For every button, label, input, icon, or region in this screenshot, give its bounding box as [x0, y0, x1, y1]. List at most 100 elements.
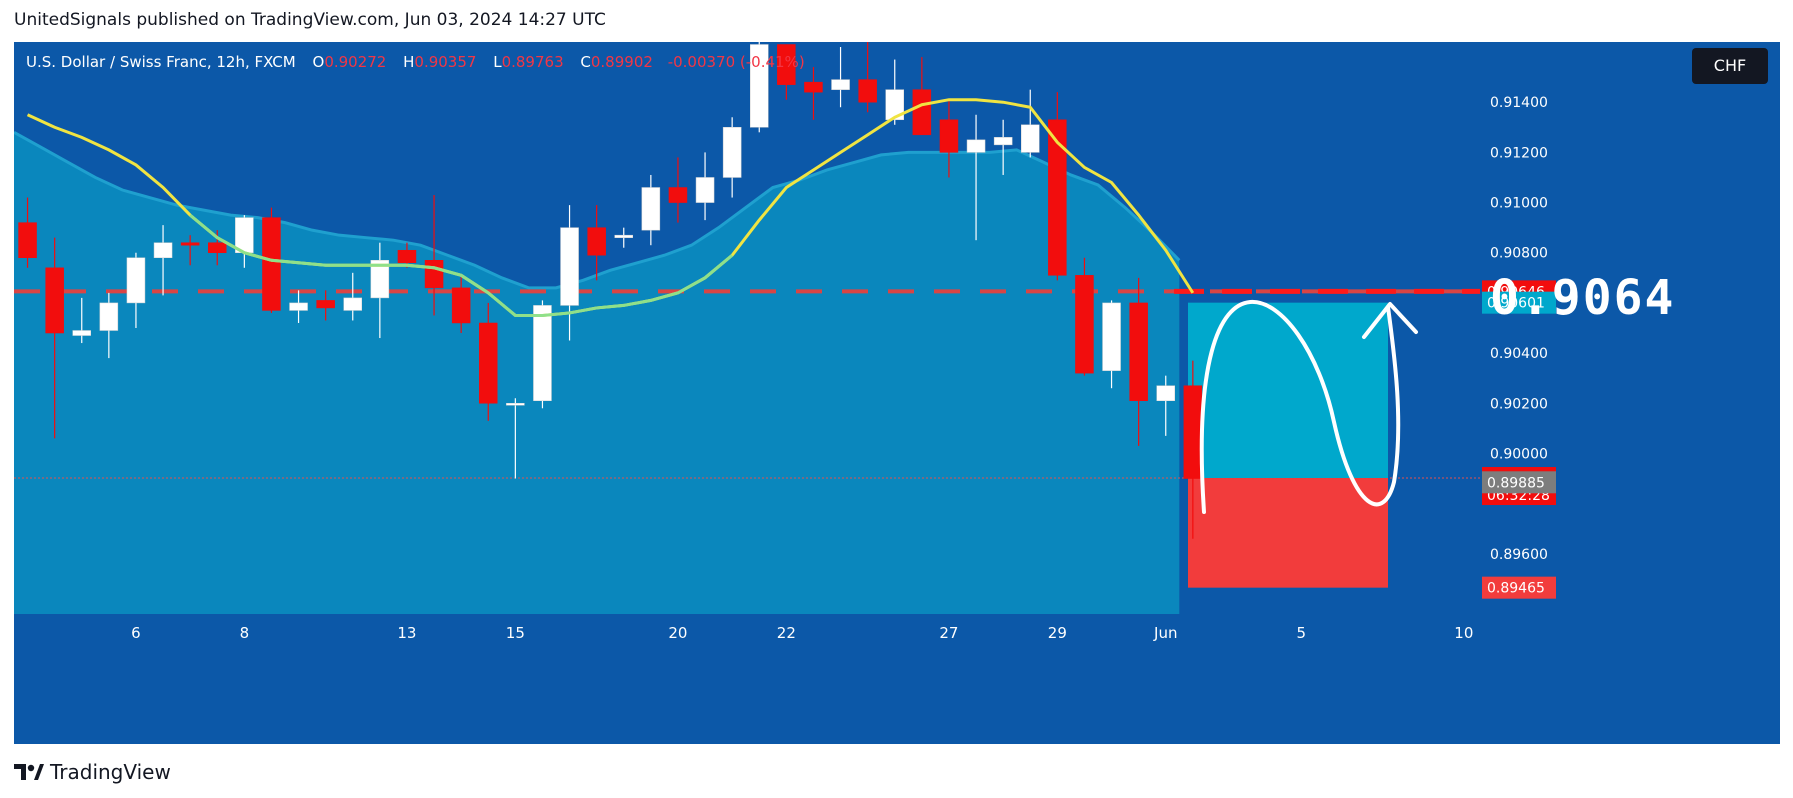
x-tick-label: 13 [397, 624, 416, 642]
published-header: UnitedSignals published on TradingView.c… [14, 10, 606, 30]
x-tick-label: 5 [1296, 624, 1306, 642]
candle [1129, 277, 1148, 446]
x-tick-label: 8 [240, 624, 250, 642]
candle-body [614, 234, 633, 238]
candle-body [804, 81, 823, 93]
candle [99, 292, 119, 359]
candle [560, 205, 579, 341]
x-tick-label: 10 [1454, 624, 1473, 642]
candle-body [316, 300, 335, 309]
candle-body [993, 137, 1013, 146]
price-label-stop: 0.89465 [1482, 576, 1556, 599]
candle [370, 242, 390, 339]
ema-fast-crossover-segment [189, 213, 734, 317]
candle [939, 99, 959, 178]
y-tick-label: 0.91000 [1490, 196, 1548, 212]
tradingview-footer[interactable]: TradingView [14, 760, 171, 784]
candle [45, 237, 64, 439]
candle [533, 300, 552, 409]
close-value: 0.89902 [590, 53, 653, 71]
candle [153, 225, 173, 296]
candle-body [208, 242, 227, 253]
high-value: 0.90357 [414, 53, 477, 71]
candle-body [45, 267, 64, 334]
x-tick-label: 15 [506, 624, 525, 642]
candle [126, 252, 146, 328]
x-tick-label: 27 [939, 624, 958, 642]
price-label-bg [1482, 576, 1556, 599]
candle [1075, 257, 1094, 376]
stop-zone [1188, 478, 1388, 588]
candle [1102, 300, 1121, 389]
price-label-bg [1482, 291, 1556, 314]
projection-curve [1199, 299, 1401, 514]
candle [343, 272, 362, 321]
candle [641, 174, 661, 246]
change-value: -0.00370 (-0.41%) [667, 53, 805, 71]
chart-legend: U.S. Dollar / Swiss Franc, 12h, FXCM O0.… [26, 53, 805, 71]
candle [1156, 375, 1175, 436]
symbol-name: U.S. Dollar / Swiss Franc, 12h, FXCM [26, 53, 296, 71]
candle-body [1102, 302, 1121, 371]
y-tick-label: 0.90800 [1490, 246, 1548, 262]
candle-body [99, 302, 119, 331]
y-tick-label: 0.91400 [1490, 95, 1548, 111]
tradingview-logo-icon [14, 764, 44, 780]
high-label: H [403, 53, 415, 71]
x-tick-label: 20 [668, 624, 687, 642]
x-tick-label: 29 [1048, 624, 1067, 642]
candle-body [587, 227, 606, 256]
candle-body [641, 187, 661, 231]
candle [993, 119, 1013, 175]
price-label-bg [1482, 471, 1556, 494]
ema-area-fill [14, 132, 1180, 614]
candle-body [397, 249, 417, 264]
x-tick-label: 6 [131, 624, 141, 642]
close-label: C [580, 53, 591, 71]
y-tick-label: 0.90000 [1490, 446, 1548, 462]
candle-body [262, 217, 281, 311]
candle [722, 117, 742, 198]
candle-body [777, 44, 796, 85]
candle [966, 114, 986, 241]
candle-body [885, 89, 904, 121]
candle [506, 398, 525, 479]
chart-frame[interactable]: 0.91400 0.91200 0.91000 0.90800 0.90400 0.902… [14, 42, 1780, 744]
candle [1021, 89, 1040, 158]
target-zone [1188, 302, 1388, 479]
time-axis-background [14, 614, 1780, 744]
low-value: 0.89763 [501, 53, 564, 71]
candle [777, 44, 796, 100]
y-tick-label: 0.91200 [1490, 145, 1548, 161]
candle-body [153, 242, 173, 259]
candle-body [479, 322, 498, 404]
brand-name: TradingView [50, 760, 171, 784]
candle [750, 42, 769, 133]
candle-body [939, 119, 959, 153]
candle [695, 152, 715, 221]
candle-body [1075, 275, 1094, 374]
candle-body [912, 89, 932, 136]
currency-badge[interactable]: CHF [1692, 48, 1768, 84]
candle [885, 59, 904, 125]
target-annotation: 0.9064 [1490, 270, 1676, 326]
candle-body [451, 287, 471, 324]
candle-body [343, 297, 362, 311]
price-chart[interactable]: 0.91400 0.91200 0.91000 0.90800 0.90400 0.902… [14, 42, 1780, 744]
candle-body [1183, 385, 1203, 479]
candle [397, 242, 417, 268]
x-tick-label: 22 [777, 624, 796, 642]
candle-body [72, 330, 91, 336]
candle-body [722, 127, 742, 178]
candle-body [858, 79, 877, 103]
price-label-prev: 0.89885 [1482, 471, 1556, 494]
candle [858, 42, 877, 113]
candle-body [506, 403, 525, 406]
candle [180, 235, 200, 266]
candle [804, 67, 823, 120]
candle-body [424, 260, 444, 289]
candle-body [533, 305, 552, 402]
candle [831, 47, 850, 108]
candle-body [126, 257, 146, 304]
price-label-text: 0.89885 [1487, 475, 1545, 491]
